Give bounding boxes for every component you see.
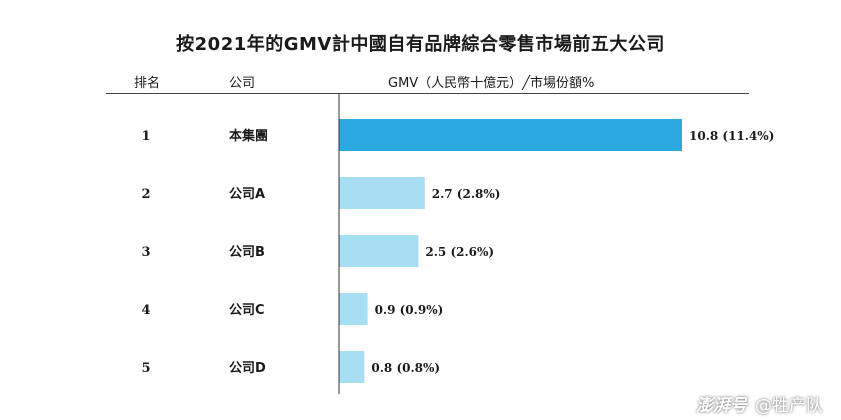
data-label: 0.8 (0.8%): [371, 361, 440, 375]
rank-label: 3: [141, 245, 150, 260]
category-label: 公司C: [229, 303, 265, 318]
data-label: 10.8 (11.4%): [689, 129, 774, 143]
category-label: 公司A: [229, 187, 265, 202]
bar: [339, 293, 368, 325]
column-header-company: 公司: [229, 76, 256, 91]
watermark: 澎湃号 @牲产队: [696, 391, 823, 416]
column-header-rank: 排名: [134, 76, 161, 91]
data-label: 2.7 (2.8%): [432, 187, 501, 201]
data-label: 0.9 (0.9%): [375, 303, 444, 317]
watermark-handle: @牲产队: [755, 396, 823, 416]
bar: [339, 235, 419, 267]
rank-label: 1: [141, 129, 150, 144]
bar: [339, 177, 425, 209]
category-label: 本集團: [229, 128, 268, 144]
rank-label: 5: [141, 361, 150, 376]
bar: [339, 351, 365, 383]
rank-label: 4: [141, 303, 150, 318]
header-rule: [106, 93, 749, 94]
watermark-logo: 澎湃号: [696, 396, 747, 416]
bar: [339, 119, 682, 151]
category-label: 公司D: [229, 361, 266, 376]
category-label: 公司B: [229, 245, 265, 260]
chart-title: 按2021年的GMV計中國自有品牌綜合零售市場前五大公司: [176, 34, 665, 55]
data-label: 2.5 (2.6%): [425, 245, 494, 259]
rank-label: 2: [141, 187, 150, 202]
column-header-metric: GMV（人民幣十億元）╱市場份額%: [388, 76, 595, 91]
